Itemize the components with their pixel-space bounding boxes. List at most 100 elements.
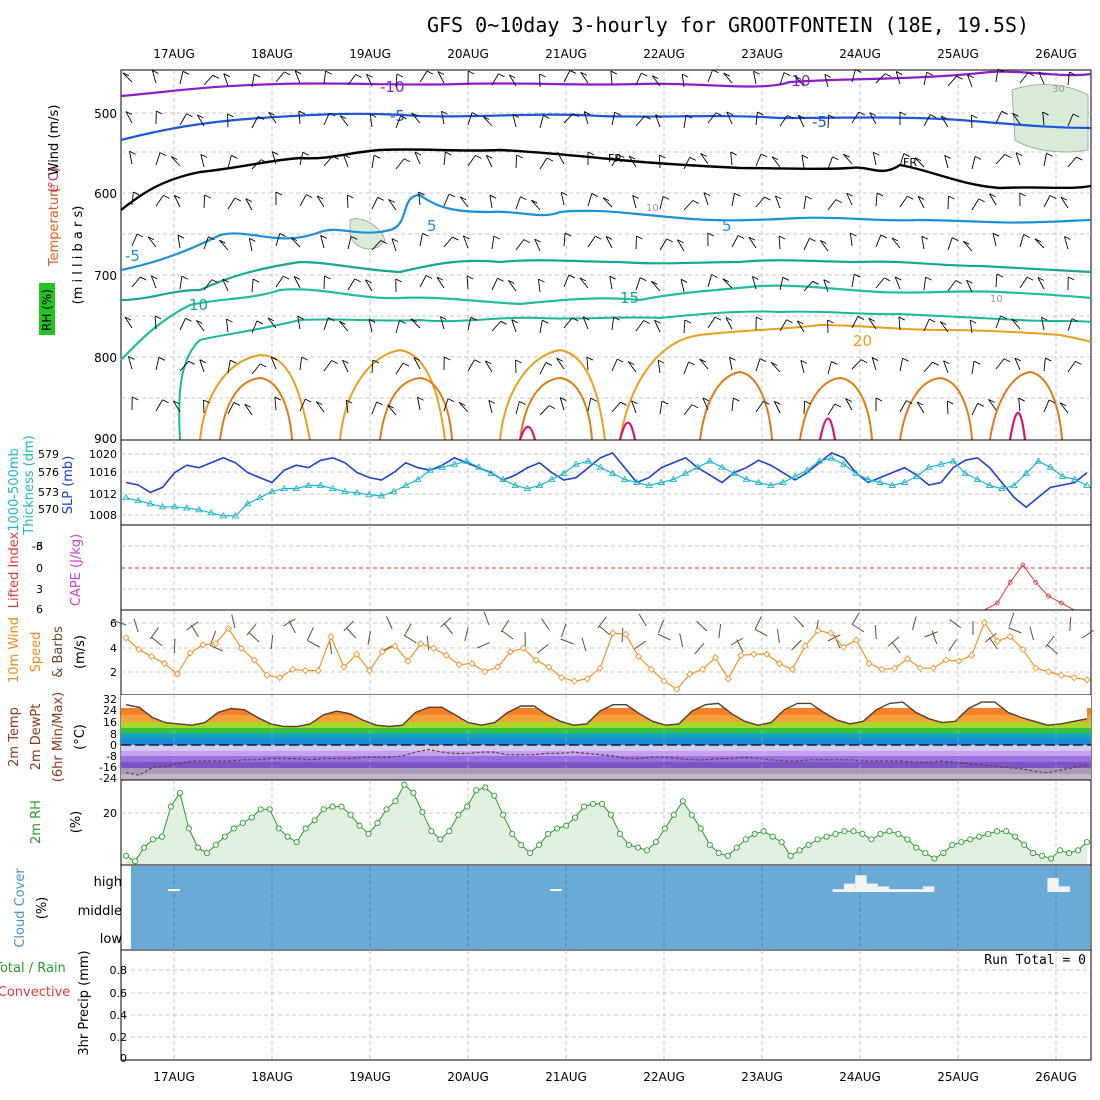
upper-wind-barb-flag xyxy=(441,110,448,115)
wind10m-label: 10m Wind xyxy=(7,617,22,683)
thickness-marker xyxy=(584,457,593,464)
upper-wind-barb-flag xyxy=(586,356,594,361)
upper-wind-barb xyxy=(294,70,301,84)
upper-wind-barb-flag xyxy=(418,191,425,196)
wind-speed-marker xyxy=(532,656,540,664)
upper-wind-barb-flag xyxy=(824,73,832,78)
rh2m-marker xyxy=(1048,855,1055,862)
upper-wind-barb-flag xyxy=(764,196,771,201)
rh2m-unit-label: (%) xyxy=(69,811,84,834)
upper-wind-barb xyxy=(914,157,925,168)
wind-barb xyxy=(1081,629,1094,639)
upper-wind-barb xyxy=(395,115,402,129)
upper-wind-barb-flag xyxy=(952,237,959,242)
upper-wind-barb xyxy=(797,115,805,128)
cloud-high-bar xyxy=(911,889,924,892)
wind-barb xyxy=(112,619,127,626)
top-date-label: 25AUG xyxy=(937,47,979,61)
cloud-cover-unit-label: (%) xyxy=(35,897,50,920)
upper-wind-barb-flag xyxy=(587,151,595,156)
upper-wind-barb-flag xyxy=(298,110,306,115)
upper-wind-barb-flag xyxy=(252,278,260,283)
rh2m-markers xyxy=(122,781,1091,865)
upper-wind-barb-flag xyxy=(591,193,599,197)
upper-wind-barb-flag xyxy=(898,316,906,321)
wind-speed-marker xyxy=(634,652,643,661)
rh-shade-region xyxy=(349,218,386,250)
upper-wind-barb-flag xyxy=(631,400,638,405)
upper-wind-barb-flag xyxy=(459,196,467,201)
upper-wind-barb-flag xyxy=(571,317,579,322)
contour-label: 5 xyxy=(722,217,732,235)
wind-speed-marker xyxy=(365,667,374,675)
upper-wind-barb xyxy=(155,399,163,412)
lifted-index-marker xyxy=(1046,593,1051,599)
upper-wind-barb-flag xyxy=(722,278,730,283)
rh2m-marker xyxy=(275,825,282,832)
upper-wind-barb-flag xyxy=(151,275,158,280)
rh2m-marker xyxy=(688,811,695,818)
upper-wind-barb xyxy=(683,200,694,211)
upper-wind-barb xyxy=(707,274,713,288)
upper-wind-barb xyxy=(992,233,997,247)
thickness-marker xyxy=(1083,481,1091,488)
upper-wind-barb-flag xyxy=(988,398,995,403)
upper-wind-barb xyxy=(923,361,933,373)
upper-wind-barb xyxy=(725,317,733,330)
wind-barb xyxy=(988,637,998,650)
upper-wind-barb xyxy=(635,320,645,332)
wind-speed-marker xyxy=(1083,676,1091,684)
upper-wind-barb xyxy=(275,275,284,288)
lifted-index-tick: 0 xyxy=(36,562,43,575)
upper-wind-barb xyxy=(823,279,829,293)
upper-wind-barb xyxy=(1012,113,1021,125)
upper-wind-barb xyxy=(179,318,186,331)
wind-speed-marker xyxy=(135,645,143,654)
upper-wind-barb-flag xyxy=(539,73,546,78)
wind-speed-marker xyxy=(417,640,425,648)
cloud-clear-marker xyxy=(550,889,562,891)
upper-wind-barb xyxy=(563,233,566,247)
upper-wind-barb xyxy=(827,199,837,211)
upper-wind-barb-flag xyxy=(654,319,661,324)
upper-wind-barb-flag xyxy=(1076,156,1083,161)
upper-wind-barb-flag xyxy=(445,151,452,156)
wind10m-grid xyxy=(121,622,1091,673)
wind-barb xyxy=(730,637,744,646)
top-date-label: 21AUG xyxy=(545,47,587,61)
upper-wind-barb xyxy=(539,320,543,334)
upper-wind-barb-flag xyxy=(1072,113,1080,118)
upper-wind-barb xyxy=(631,400,637,414)
precip-grid xyxy=(131,969,1091,1038)
upper-wind-barb-flag xyxy=(899,111,907,116)
wind-barb xyxy=(345,627,357,639)
upper-wind-barb-flag xyxy=(159,152,167,157)
upper-wind-barb xyxy=(155,152,161,166)
upper-wind-barb xyxy=(323,112,330,126)
cape-panel: -6 -3 0 3 6 Lifted Index CAPE (J/kg) xyxy=(7,524,1092,616)
upper-wind-barb xyxy=(827,361,832,375)
rh2m-marker xyxy=(320,806,327,813)
thickness-marker xyxy=(523,484,532,492)
upper-wind-barb-flag xyxy=(583,111,591,115)
bottom-date-label: 22AUG xyxy=(643,1070,685,1084)
isotherm-25 xyxy=(219,370,1063,441)
upper-wind-barb-flag xyxy=(133,191,140,196)
rh2m-marker xyxy=(814,836,821,843)
upper-wind-barb-flag xyxy=(748,236,756,241)
upper-wind-barb-flag xyxy=(497,277,504,282)
wind-speed-marker xyxy=(276,674,284,682)
rh2m-panel: 20 2m RH (%) xyxy=(29,779,1092,866)
thickness-marker xyxy=(316,481,325,488)
upper-wind-barb xyxy=(611,317,615,331)
upper-wind-barb xyxy=(702,397,709,411)
upper-wind-barb-flag xyxy=(1019,192,1026,197)
cloud-high-bar xyxy=(843,883,856,892)
rh2m-marker xyxy=(931,855,938,862)
upper-wind-barb-flag xyxy=(493,235,501,240)
bottom-date-label: 25AUG xyxy=(937,1070,979,1084)
rh2m-marker xyxy=(455,811,462,818)
upper-wind-barb-flag xyxy=(883,277,891,282)
rh2m-marker xyxy=(239,819,246,827)
upper-wind-barb xyxy=(800,360,805,374)
